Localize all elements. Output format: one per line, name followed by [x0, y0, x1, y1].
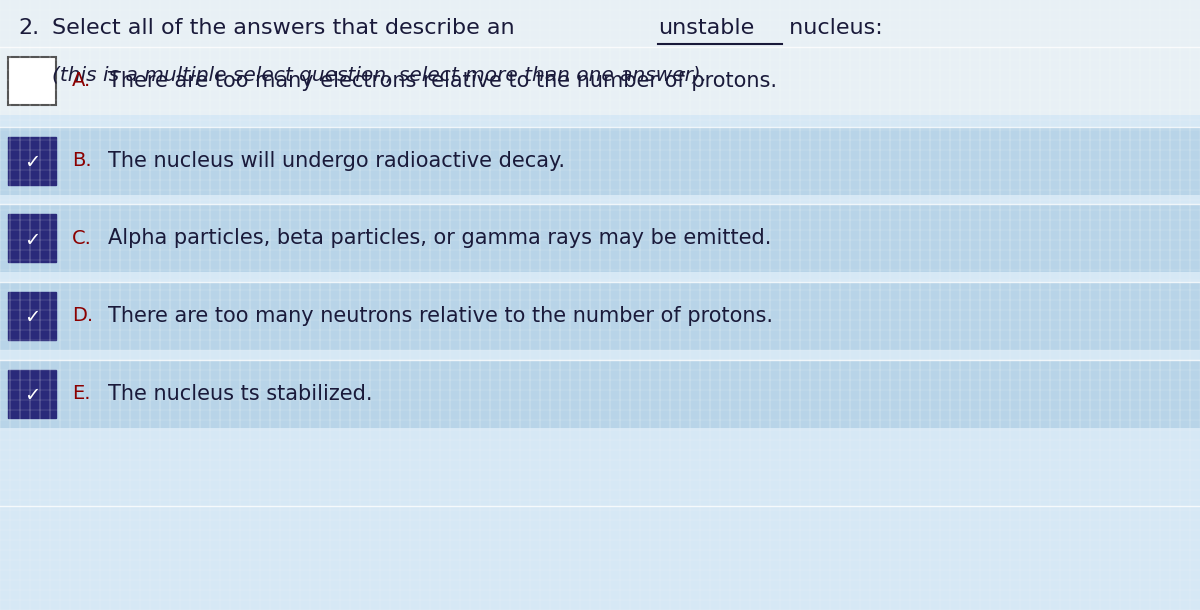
FancyBboxPatch shape	[0, 360, 1200, 428]
FancyBboxPatch shape	[0, 204, 1200, 272]
Text: There are too many neutrons relative to the number of protons.: There are too many neutrons relative to …	[108, 306, 773, 326]
Text: ✓: ✓	[24, 154, 40, 173]
Text: There are too many electrons relative to the number of protons.: There are too many electrons relative to…	[108, 71, 778, 91]
Text: D.: D.	[72, 306, 94, 326]
FancyBboxPatch shape	[0, 282, 1200, 350]
Text: 2.: 2.	[18, 18, 40, 38]
FancyBboxPatch shape	[8, 137, 56, 185]
FancyBboxPatch shape	[0, 127, 1200, 195]
Text: B.: B.	[72, 151, 91, 171]
Text: unstable: unstable	[658, 18, 755, 38]
Text: E.: E.	[72, 384, 90, 403]
FancyBboxPatch shape	[8, 370, 56, 418]
Text: ✓: ✓	[24, 309, 40, 328]
Text: A.: A.	[72, 71, 91, 90]
Text: ✓: ✓	[24, 231, 40, 249]
FancyBboxPatch shape	[8, 57, 56, 105]
Text: (this is a multiple select question, select more than one answer).: (this is a multiple select question, sel…	[52, 66, 707, 85]
Text: The nucleus will undergo radioactive decay.: The nucleus will undergo radioactive dec…	[108, 151, 565, 171]
Text: Select all of the answers that describe an: Select all of the answers that describe …	[52, 18, 522, 38]
FancyBboxPatch shape	[0, 0, 1200, 47]
FancyBboxPatch shape	[0, 47, 1200, 115]
Text: Alpha particles, beta particles, or gamma rays may be emitted.: Alpha particles, beta particles, or gamm…	[108, 228, 772, 248]
FancyBboxPatch shape	[8, 214, 56, 262]
Text: C.: C.	[72, 229, 92, 248]
FancyBboxPatch shape	[8, 292, 56, 340]
Text: The nucleus ts stabilized.: The nucleus ts stabilized.	[108, 384, 372, 404]
Text: nucleus:: nucleus:	[782, 18, 883, 38]
Text: ✓: ✓	[24, 387, 40, 406]
